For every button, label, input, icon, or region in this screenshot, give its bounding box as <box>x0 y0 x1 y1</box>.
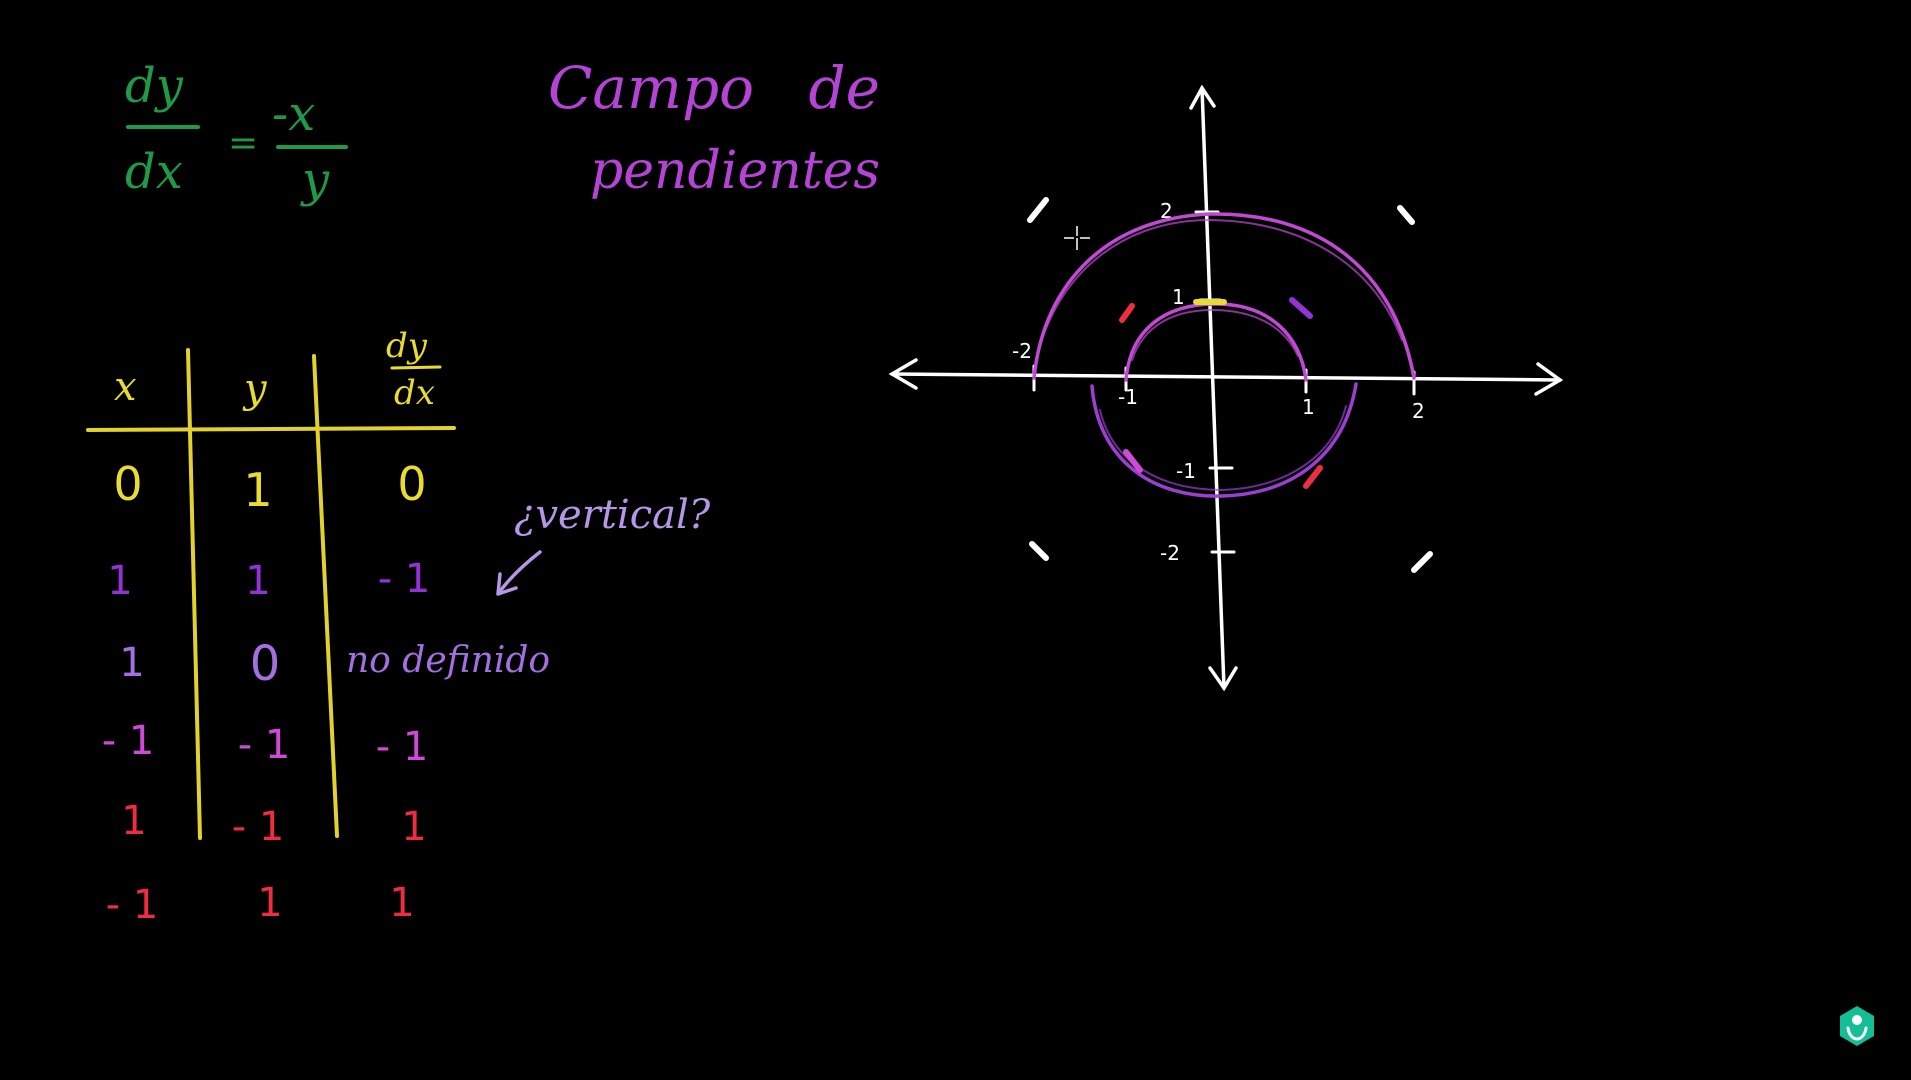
equation-lhs-numerator: dy <box>125 58 184 114</box>
row-6-x: - 1 <box>106 882 159 928</box>
y-tick-label: -2 <box>1160 541 1180 565</box>
table-header-slope-numerator: dy <box>386 326 428 366</box>
table-header-slope-bar <box>390 365 442 370</box>
outer-semicircle <box>1032 212 1416 380</box>
slope-mark-white <box>1029 541 1049 561</box>
y-axis-up-arrow-icon <box>1189 84 1216 110</box>
row-3-slope: no definido <box>346 640 550 681</box>
row-2-y: 1 <box>245 558 270 604</box>
coordinate-plane: -2 -1 1 2 2 1 -1 -2 <box>888 84 1564 692</box>
row-2-x: 1 <box>107 558 132 604</box>
y-axis <box>1200 86 1226 690</box>
table-row: 1 - 1 1 <box>121 798 426 850</box>
title-line-2: pendientes <box>590 141 880 201</box>
row-4-y: - 1 <box>238 722 291 768</box>
slope-marks <box>1027 197 1433 573</box>
x-tick-label: 1 <box>1302 395 1315 419</box>
row-3-y: 0 <box>250 636 281 692</box>
outer-semicircle-trace <box>1039 218 1403 347</box>
lower-semicircle-trace <box>1099 405 1347 492</box>
row-1-slope: 0 <box>397 457 426 511</box>
table-row: 1 0 no definido <box>119 636 550 692</box>
x-tick-label: -2 <box>1012 339 1032 363</box>
slope-mark-red-lower <box>1303 465 1323 489</box>
differential-equation: dy dx = -x y <box>125 58 348 208</box>
slope-mark-magenta <box>1123 449 1143 473</box>
solution-curves <box>1032 212 1416 498</box>
slope-mark-purple <box>1289 297 1313 319</box>
table-row: - 1 1 1 <box>106 880 415 928</box>
equation-lhs-denominator: dx <box>125 144 183 200</box>
row-1-x: 0 <box>113 457 142 511</box>
equation-equals-sign: = <box>228 123 258 164</box>
y-tick-label: -1 <box>1176 459 1196 483</box>
lower-semicircle <box>1090 382 1358 498</box>
x-axis <box>890 372 1562 382</box>
slope-mark-red <box>1119 303 1135 323</box>
x-tick-label: -1 <box>1118 385 1138 409</box>
row-1-y: 1 <box>243 463 272 517</box>
slope-mark-white <box>1411 551 1433 573</box>
x-tick-label: 2 <box>1412 399 1425 423</box>
row-5-slope: 1 <box>401 804 426 850</box>
table-row: 0 1 0 <box>113 457 426 517</box>
slope-field-title: Campo de pendientes <box>548 54 880 201</box>
table-column-divider-1 <box>186 348 202 840</box>
row-4-x: - 1 <box>102 718 155 764</box>
values-table: x y dy dx 0 1 0 1 1 - 1 1 0 no definido … <box>86 326 550 928</box>
table-header-x: x <box>114 364 137 410</box>
slope-mark-white <box>1397 205 1415 225</box>
x-axis-left-arrow-icon <box>888 358 918 390</box>
vertical-annotation: ¿vertical? <box>496 492 711 596</box>
row-3-x: 1 <box>119 640 144 686</box>
equation-rhs-numerator: -x <box>272 86 315 142</box>
inner-semicircle-trace <box>1131 308 1299 361</box>
table-header-rule <box>86 426 456 432</box>
table-header-y: y <box>242 366 268 412</box>
crosshair-cursor-icon <box>1064 226 1090 250</box>
annotation-arrow-icon <box>496 550 542 596</box>
table-row: 1 1 - 1 <box>107 556 430 604</box>
table-header-slope-denominator: dx <box>394 373 435 413</box>
title-line-1: Campo de <box>548 54 880 122</box>
x-axis-right-arrow-icon <box>1534 362 1564 396</box>
row-6-slope: 1 <box>389 880 414 926</box>
table-column-divider-2 <box>312 354 339 838</box>
y-axis-down-arrow-icon <box>1208 666 1238 692</box>
y-tick-label: 1 <box>1172 285 1185 309</box>
row-5-x: 1 <box>121 798 146 844</box>
inner-semicircle <box>1124 302 1308 382</box>
khan-academy-hexagon-icon <box>1840 1006 1874 1046</box>
equation-rhs-denominator: y <box>300 152 330 208</box>
row-5-y: - 1 <box>232 804 285 850</box>
row-2-slope: - 1 <box>378 556 431 602</box>
slope-mark-white <box>1027 197 1049 223</box>
annotation-text: ¿vertical? <box>514 492 711 538</box>
table-row: - 1 - 1 - 1 <box>102 718 429 770</box>
y-tick-label: 2 <box>1160 199 1173 223</box>
row-4-slope: - 1 <box>376 724 429 770</box>
row-6-y: 1 <box>257 880 282 926</box>
